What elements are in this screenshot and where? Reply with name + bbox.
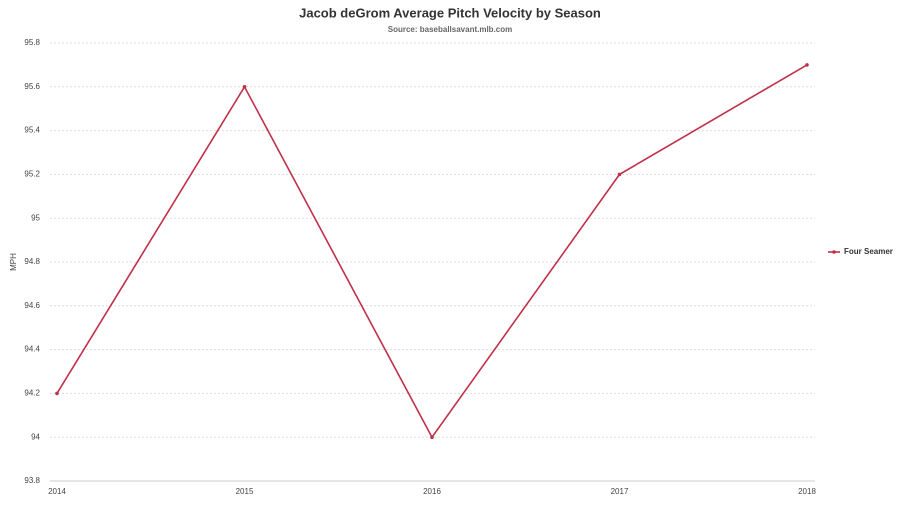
y-tick-label: 93.8 [24,476,40,485]
x-tick-label: 2015 [236,487,254,496]
x-tick-label: 2016 [423,487,441,496]
data-point [805,63,809,67]
y-axis-label: MPH [9,253,18,271]
data-point [617,172,622,177]
y-tick-label: 94.2 [24,389,40,398]
y-tick-label: 94 [31,432,40,441]
x-tick-label: 2014 [48,487,66,496]
y-tick-label: 95 [31,213,40,222]
data-point [430,435,434,440]
y-tick-label: 95.8 [24,38,40,47]
y-tick-label: 94.4 [24,345,40,354]
y-tick-label: 94.6 [24,301,40,310]
y-tick-label: 95.4 [24,126,40,135]
x-tick-label: 2017 [611,487,629,496]
chart-title: Jacob deGrom Average Pitch Velocity by S… [299,5,601,20]
legend-marker [832,250,836,254]
y-tick-label: 95.6 [24,82,40,91]
y-tick-label: 94.8 [24,257,40,266]
data-point [55,391,59,396]
x-tick-label: 2018 [798,487,816,496]
data-point [242,85,247,89]
legend-label: Four Seamer [844,247,893,256]
chart-subtitle: Source: baseballsavant.mlb.com [388,25,513,34]
y-tick-label: 95.2 [24,170,40,179]
